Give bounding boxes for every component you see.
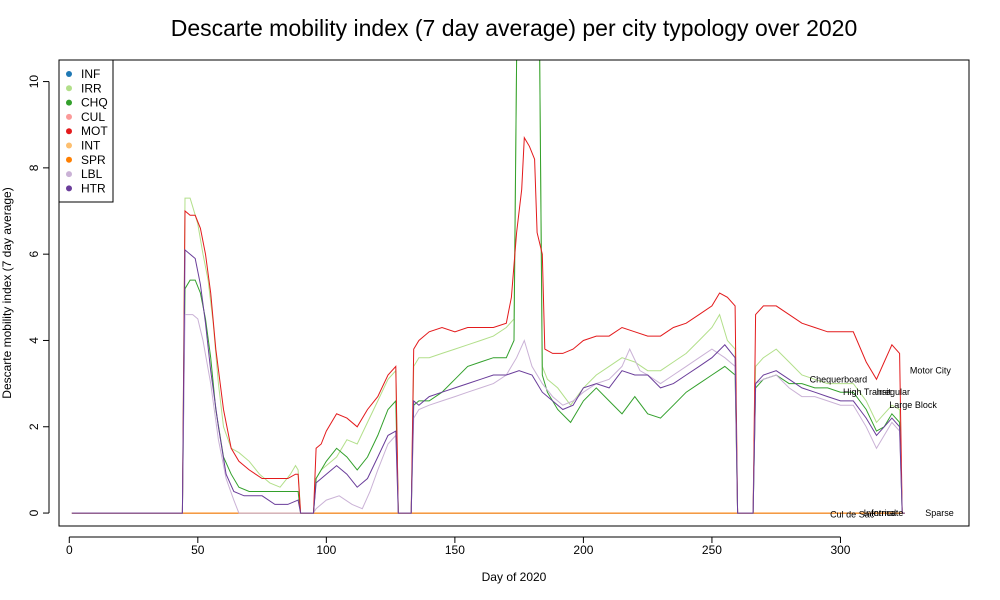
legend-marker-cul <box>66 113 72 120</box>
annotation-layer: Motor City Chequerboard High TransitIrregu… <box>810 366 954 520</box>
x-axis-label: Day of 2020 <box>482 570 547 584</box>
x-tick-label: 50 <box>191 543 205 557</box>
x-tick-label: 150 <box>445 543 465 557</box>
series-line-htr <box>71 248 905 514</box>
legend-label-irr: IRR <box>81 81 102 95</box>
chart-title: Descarte mobility index (7 day average) … <box>171 15 858 41</box>
annotation-label: Chequerboard <box>810 374 868 384</box>
x-tick-label: 0 <box>66 543 73 557</box>
annotation-label: High Transit <box>843 387 892 397</box>
legend-label-inf: INF <box>81 67 100 81</box>
plot-frame <box>58 59 970 527</box>
x-tick-label: 200 <box>573 543 593 557</box>
legend-marker-spr <box>66 156 72 163</box>
legend-label-int: INT <box>81 139 101 153</box>
legend-marker-lbl <box>66 171 72 178</box>
x-tick-label: 300 <box>830 543 850 557</box>
series-line-lbl <box>71 314 905 514</box>
series-line-chq <box>71 60 905 514</box>
x-tick-label: 250 <box>702 543 722 557</box>
y-tick-label: 2 <box>27 423 41 430</box>
annotation-label: Intricate <box>871 508 903 518</box>
legend-label-spr: SPR <box>81 153 106 167</box>
y-axis-label: Descarte mobility index (7 day average) <box>0 187 14 398</box>
annotation-label: Motor City <box>910 366 952 376</box>
y-tick-label: 8 <box>27 164 41 171</box>
annotation-label: Large Block <box>889 400 937 410</box>
series-line-mot <box>71 136 905 514</box>
y-tick-label: 10 <box>27 75 41 89</box>
y-tick-label: 4 <box>27 337 41 344</box>
y-tick-label: 6 <box>27 251 41 258</box>
legend-marker-irr <box>66 85 72 92</box>
legend-marker-htr <box>66 185 72 192</box>
legend-label-htr: HTR <box>81 181 106 195</box>
legend-marker-int <box>66 142 72 149</box>
annotation-label: Informal <box>864 508 897 518</box>
legend-label-mot: MOT <box>81 124 108 138</box>
legend-marker-mot <box>66 128 72 135</box>
annotation-label: Irregular <box>876 387 910 397</box>
series-layer <box>71 60 905 514</box>
legend-label-chq: CHQ <box>81 96 108 110</box>
axis-layer: 0 50 100 150 200 250 300 0 2 4 6 8 10 <box>27 75 851 557</box>
annotation-label: Cul de Sac <box>830 509 875 519</box>
legend-marker-chq <box>66 99 72 106</box>
series-line-irr <box>71 60 905 514</box>
legend-label-lbl: LBL <box>81 167 103 181</box>
y-tick-label: 0 <box>27 509 41 516</box>
legend-label-cul: CUL <box>81 110 105 124</box>
x-tick-label: 100 <box>316 543 336 557</box>
legend-marker-inf <box>66 71 72 77</box>
annotation-label: Sparse <box>925 508 954 518</box>
